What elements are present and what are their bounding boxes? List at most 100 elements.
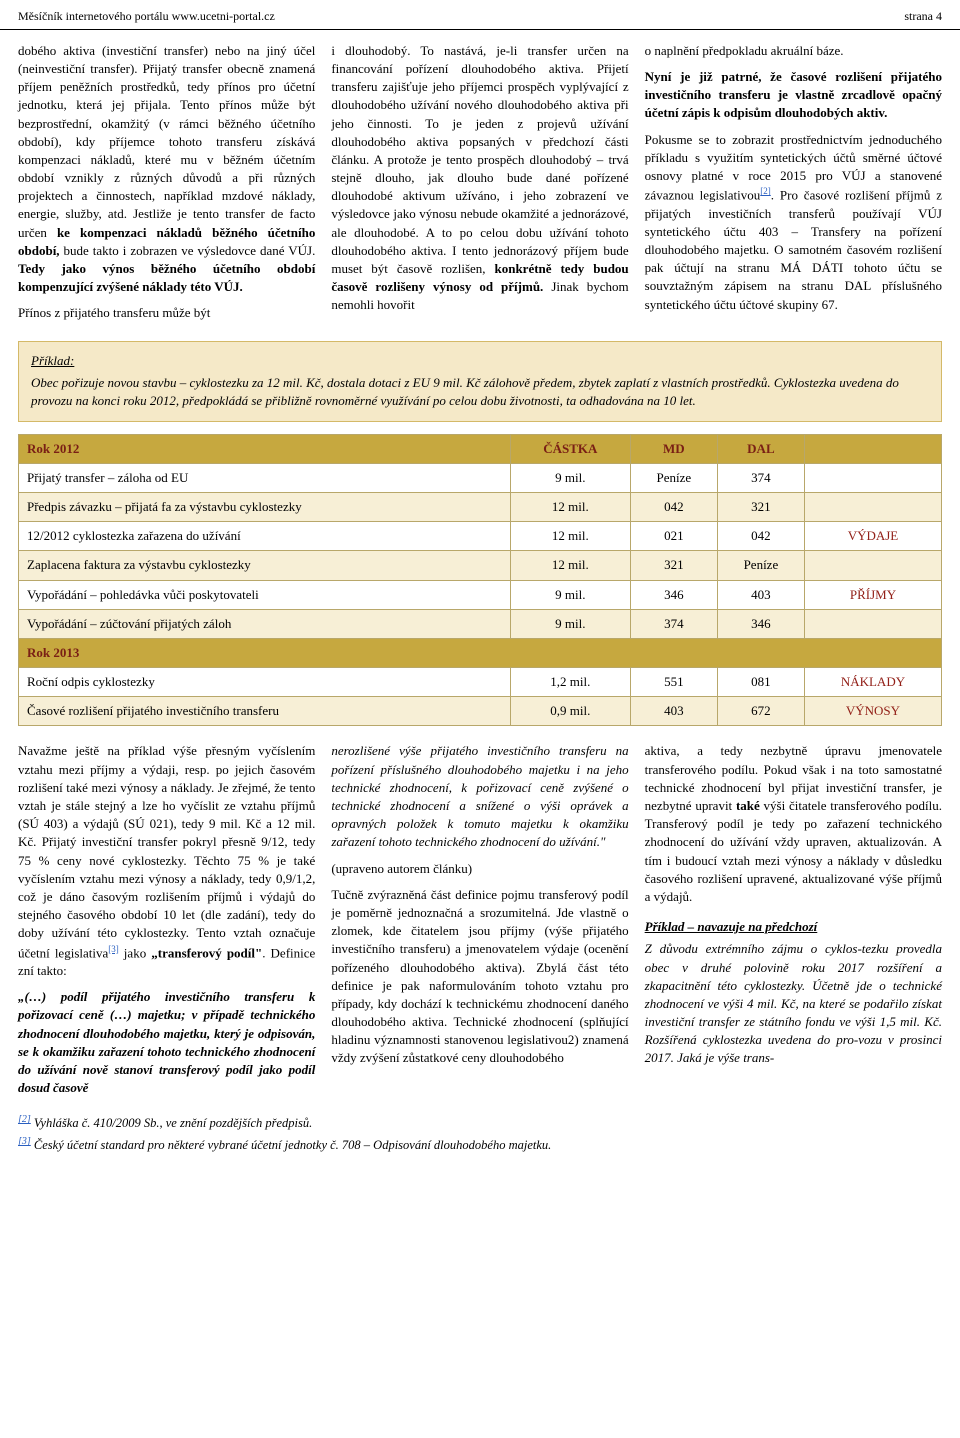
cell: 042 [630, 492, 717, 521]
th-md: MD [630, 434, 717, 463]
page-header: Měsíčník internetového portálu www.ucetn… [0, 0, 960, 30]
cell [804, 551, 941, 580]
footnote-text: Český účetní standard pro některé vybran… [31, 1138, 551, 1152]
cell: Vypořádání – pohledávka vůči poskytovate… [19, 580, 511, 609]
table-row: Přijatý transfer – záloha od EU 9 mil. P… [19, 463, 942, 492]
lower-col1-p2: „(…) podíl přijatého investičního transf… [18, 988, 315, 1097]
footnote-ref-2[interactable]: [2] [760, 186, 771, 196]
cell: 321 [717, 492, 804, 521]
cell: 12 mil. [510, 551, 630, 580]
th-year: Rok 2012 [19, 434, 511, 463]
text: i dlouhodobý. To nastává, je-li transfer… [331, 43, 628, 276]
cell: 346 [630, 580, 717, 609]
cell: 12 mil. [510, 492, 630, 521]
footnote-text: Vyhláška č. 410/2009 Sb., ve znění pozdě… [31, 1116, 312, 1130]
cell: 9 mil. [510, 463, 630, 492]
text: Navažme ještě na příklad výše přesným vy… [18, 743, 315, 959]
cell: 1,2 mil. [510, 668, 630, 697]
cell: 9 mil. [510, 609, 630, 638]
table-row: Zaplacena faktura za výstavbu cyklostezk… [19, 551, 942, 580]
text-bold: Tedy jako výnos běžného účetního období … [18, 261, 315, 294]
cell [804, 609, 941, 638]
para-col1-2: Přínos z přijatého transferu může být [18, 304, 315, 322]
table-header-2013: Rok 2013 [19, 638, 942, 667]
cell: 551 [630, 668, 717, 697]
lower-columns: Navažme ještě na příklad výše přesným vy… [18, 742, 942, 1097]
para-col1-1: dobého aktiva (investiční transfer) nebo… [18, 42, 315, 297]
lower-col2-p3: Tučně zvýrazněná část definice pojmu tra… [331, 886, 628, 1068]
footnote-ref-3[interactable]: [3] [108, 944, 119, 954]
footnote-num: [3] [18, 1136, 31, 1147]
cell: VÝNOSY [804, 697, 941, 726]
cell: VÝDAJE [804, 522, 941, 551]
header-right: strana 4 [904, 8, 942, 25]
lower-col2-p2: (upraveno autorem článku) [331, 860, 628, 878]
cell: 0,9 mil. [510, 697, 630, 726]
cell: Peníze [717, 551, 804, 580]
lower-example-title: Příklad – navazuje na předchozí [645, 918, 942, 936]
table-row: Vypořádání – zúčtování přijatých záloh 9… [19, 609, 942, 638]
top-columns: dobého aktiva (investiční transfer) nebo… [18, 42, 942, 325]
text: . Pro časové rozlišení příjmů z přijatýc… [645, 187, 942, 311]
table-row: Vypořádání – pohledávka vůči poskytovate… [19, 580, 942, 609]
cell: Roční odpis cyklostezky [19, 668, 511, 697]
table-row: Roční odpis cyklostezky 1,2 mil. 551 081… [19, 668, 942, 697]
table-row: Předpis závazku – přijatá fa za výstavbu… [19, 492, 942, 521]
cell: 403 [717, 580, 804, 609]
lower-example: Příklad – navazuje na předchozí Z důvodu… [645, 918, 942, 1068]
table-row: 12/2012 cyklostezka zařazena do užívání … [19, 522, 942, 551]
cell: 9 mil. [510, 580, 630, 609]
cell: Vypořádání – zúčtování přijatých záloh [19, 609, 511, 638]
cell: Předpis závazku – přijatá fa za výstavbu… [19, 492, 511, 521]
cell: 321 [630, 551, 717, 580]
th-cat [804, 434, 941, 463]
cell: 672 [717, 697, 804, 726]
lower-col1-p1: Navažme ještě na příklad výše přesným vy… [18, 742, 315, 980]
cell: PŘÍJMY [804, 580, 941, 609]
cell [804, 463, 941, 492]
cell: 403 [630, 697, 717, 726]
cell: 346 [717, 609, 804, 638]
cell: 12 mil. [510, 522, 630, 551]
cell: 042 [717, 522, 804, 551]
accounting-table: Rok 2012 ČÁSTKA MD DAL Přijatý transfer … [18, 434, 942, 727]
text: bude takto i zobrazen ve výsledovce dané… [64, 243, 316, 258]
text-bold: také [736, 798, 760, 813]
table-row: Časové rozlišení přijatého investičního … [19, 697, 942, 726]
cell: Zaplacena faktura za výstavbu cyklostezk… [19, 551, 511, 580]
text: jako [119, 945, 152, 960]
cell: NÁKLADY [804, 668, 941, 697]
cell: 021 [630, 522, 717, 551]
cell: Přijatý transfer – záloha od EU [19, 463, 511, 492]
cell: Časové rozlišení přijatého investičního … [19, 697, 511, 726]
example-body: Obec pořizuje novou stavbu – cyklostezku… [31, 374, 929, 410]
para-col3-2: Nyní je již patrné, že časové rozlišení … [645, 68, 942, 123]
cell: 12/2012 cyklostezka zařazena do užívání [19, 522, 511, 551]
footnote-2: [2] Vyhláška č. 410/2009 Sb., ve znění p… [18, 1113, 942, 1133]
example-box: Příklad: Obec pořizuje novou stavbu – cy… [18, 341, 942, 422]
lower-col2-p1: nerozlišené výše přijatého investičního … [331, 742, 628, 851]
cell [804, 492, 941, 521]
footnote-3: [3] Český účetní standard pro některé vy… [18, 1135, 942, 1155]
table-header-2012: Rok 2012 ČÁSTKA MD DAL [19, 434, 942, 463]
th-amount: ČÁSTKA [510, 434, 630, 463]
cell: 374 [717, 463, 804, 492]
footnotes: [2] Vyhláška č. 410/2009 Sb., ve znění p… [18, 1113, 942, 1154]
lower-example-body: Z důvodu extrémního zájmu o cyklos-tezku… [645, 940, 942, 1067]
cell: Peníze [630, 463, 717, 492]
cell: 374 [630, 609, 717, 638]
footnote-num: [2] [18, 1114, 31, 1125]
th-year-2013: Rok 2013 [19, 638, 942, 667]
cell: 081 [717, 668, 804, 697]
text-bold: „transferový podíl" [151, 945, 262, 960]
content: dobého aktiva (investiční transfer) nebo… [0, 42, 960, 1155]
th-dal: DAL [717, 434, 804, 463]
text: výši čitatele transferového podílu. Tran… [645, 798, 942, 904]
text: dobého aktiva (investiční transfer) nebo… [18, 43, 315, 240]
para-col3-3: Pokusme se to zobrazit prostřednictvím j… [645, 131, 942, 314]
para-col3-1: o naplnění předpokladu akruální báze. [645, 42, 942, 60]
lower-col3-p1: aktiva, a tedy nezbytně úpravu jmenovate… [645, 742, 942, 906]
para-col2-1: i dlouhodobý. To nastává, je-li transfer… [331, 42, 628, 315]
example-title: Příklad: [31, 352, 929, 370]
header-left: Měsíčník internetového portálu www.ucetn… [18, 8, 275, 25]
